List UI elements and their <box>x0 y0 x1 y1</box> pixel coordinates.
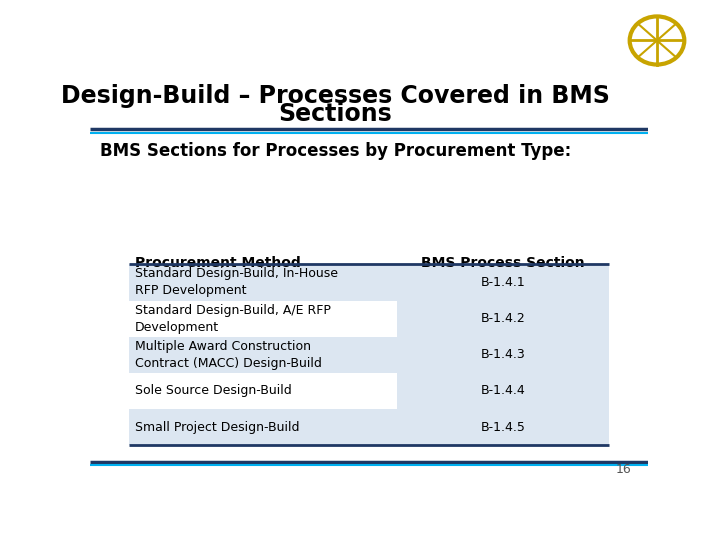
Text: B-1.4.2: B-1.4.2 <box>480 312 526 325</box>
Bar <box>397 301 609 337</box>
Text: Small Project Design-Build: Small Project Design-Build <box>135 421 299 434</box>
Text: Design-Build – Processes Covered in BMS: Design-Build – Processes Covered in BMS <box>61 84 610 107</box>
Bar <box>129 373 397 409</box>
Text: B-1.4.3: B-1.4.3 <box>480 348 526 361</box>
Text: B-1.4.1: B-1.4.1 <box>480 276 526 289</box>
Text: BMS Sections for Processes by Procurement Type:: BMS Sections for Processes by Procuremen… <box>100 141 571 160</box>
Text: Sole Source Design-Build: Sole Source Design-Build <box>135 384 292 397</box>
Text: B-1.4.5: B-1.4.5 <box>480 421 526 434</box>
Text: Standard Design-Build, In-House
RFP Development: Standard Design-Build, In-House RFP Deve… <box>135 267 338 298</box>
Text: Standard Design-Build, A/E RFP
Development: Standard Design-Build, A/E RFP Developme… <box>135 303 330 334</box>
Text: Sections: Sections <box>279 102 392 126</box>
Bar <box>397 337 609 373</box>
Text: BMS Process Section: BMS Process Section <box>421 256 585 270</box>
Bar <box>129 301 397 337</box>
Text: NAVFAC: NAVFAC <box>640 75 674 84</box>
Text: Procurement Method: Procurement Method <box>135 256 300 270</box>
Bar <box>129 265 397 301</box>
Text: B-1.4.4: B-1.4.4 <box>480 384 526 397</box>
Bar <box>397 409 609 445</box>
Text: Multiple Award Construction
Contract (MACC) Design-Build: Multiple Award Construction Contract (MA… <box>135 340 322 370</box>
Bar <box>397 265 609 301</box>
Bar <box>129 409 397 445</box>
Bar <box>397 373 609 409</box>
Text: 16: 16 <box>616 463 631 476</box>
Bar <box>129 337 397 373</box>
